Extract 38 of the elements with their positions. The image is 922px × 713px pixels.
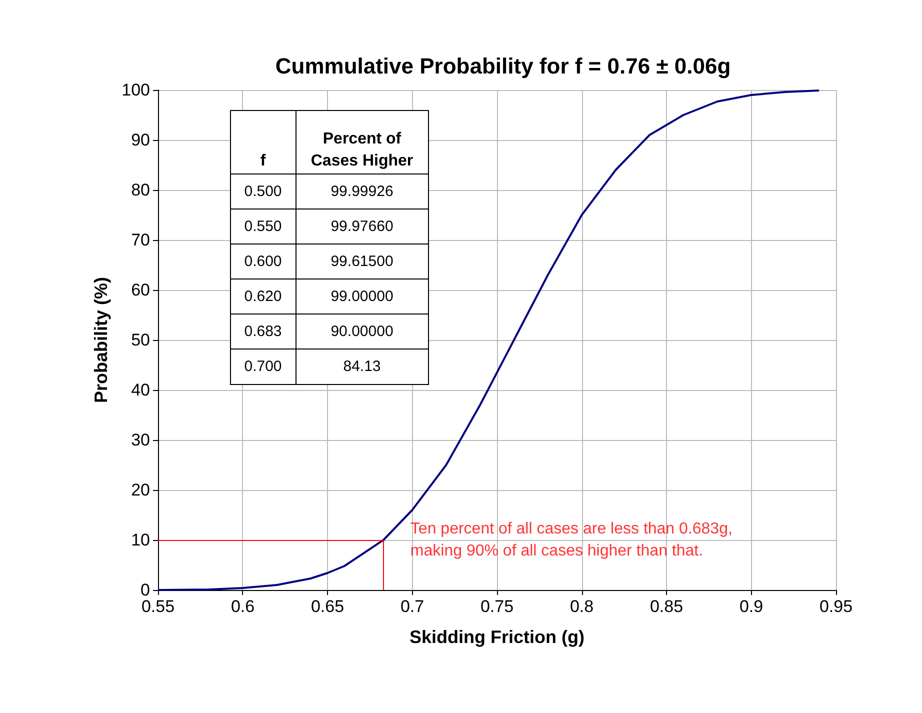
- annotation: 99.61500: [330, 253, 394, 270]
- y-axis-title: Probability (%): [91, 276, 111, 404]
- y-tick-label: 80: [131, 180, 150, 200]
- annotation: 0.683: [244, 323, 282, 340]
- y-tick-label: 70: [131, 230, 150, 250]
- annotation: 99.99926: [330, 183, 394, 200]
- y-tick-label: 10: [131, 530, 150, 550]
- annotation: 0.550: [244, 218, 282, 235]
- annotation: Percent of Cases Higher: [310, 130, 414, 170]
- annotation: Ten percent of all cases are less than 0.683g, making 90% of all cases higher than that.: [410, 520, 732, 560]
- annotation: 84.13: [343, 358, 381, 375]
- y-tick-label: 90: [131, 130, 150, 150]
- x-tick-label: 0.7: [400, 597, 424, 616]
- annotation: 0.500: [244, 183, 282, 200]
- y-tick-label: 100: [122, 80, 150, 100]
- annotation: 99.00000: [330, 288, 394, 305]
- annotation: 99.97660: [330, 218, 394, 235]
- x-tick-label: 0.65: [310, 597, 344, 616]
- x-tick-label: 0.85: [650, 597, 684, 616]
- annotation: f: [260, 152, 266, 170]
- chart-title: Cummulative Probability for f = 0.76 ± 0.06g: [275, 54, 731, 78]
- y-tick-label: 50: [131, 330, 150, 350]
- y-tick-label: 40: [131, 380, 150, 400]
- annotation: 0.700: [244, 358, 282, 375]
- annotation: 90.00000: [330, 323, 394, 340]
- y-tick-label: 30: [131, 430, 150, 450]
- annotation: 0.620: [244, 288, 282, 305]
- annotation: 0.600: [244, 253, 282, 270]
- x-tick-label: 0.9: [739, 597, 764, 616]
- x-tick-label: 0.75: [480, 597, 514, 616]
- x-tick-label: 0.55: [141, 597, 175, 616]
- y-tick-label: 20: [131, 480, 150, 500]
- y-tick-label: 60: [131, 280, 150, 300]
- x-axis-title: Skidding Friction (g): [410, 627, 584, 647]
- y-tick-label: 0: [140, 580, 150, 600]
- x-tick-label: 0.8: [570, 597, 594, 616]
- x-tick-label: 0.95: [819, 597, 853, 616]
- x-tick-label: 0.6: [230, 597, 255, 616]
